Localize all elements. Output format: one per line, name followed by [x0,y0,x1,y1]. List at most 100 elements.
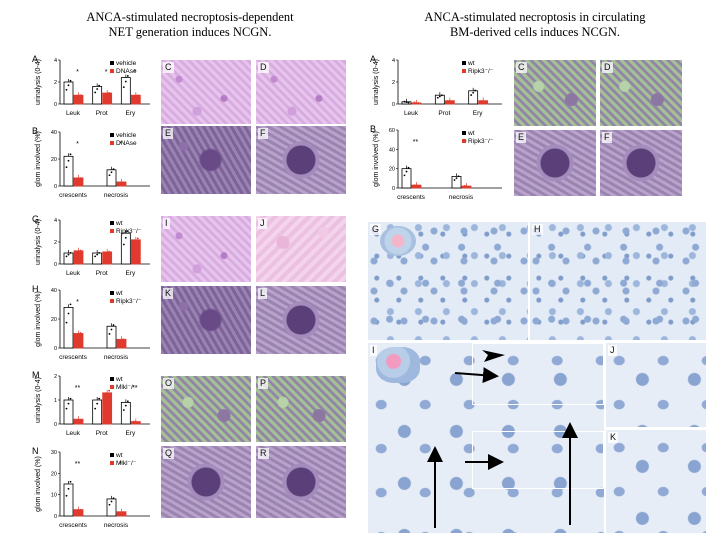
data-point [463,184,466,187]
legend-swatch [110,299,114,303]
micrograph-right-c: C [514,60,596,126]
data-point [75,419,78,422]
data-point [120,181,123,184]
data-point [110,500,113,503]
data-point [75,179,78,182]
data-point [405,170,408,173]
significance-star: * [76,69,79,76]
y-tick-label: 10 [51,493,57,499]
arrows-overlay [427,350,578,528]
y-axis-label: urinalysis (0-4) [35,59,42,105]
panel-letter: N [32,446,39,456]
x-category-label: Ery [125,270,136,277]
legend-label: wt [115,290,123,297]
legend-label: vehicle [116,132,137,139]
micrograph-j: J [256,216,346,282]
x-category-label: necrosis [104,522,129,529]
legend-label: Mlkl⁻/⁻ [116,460,137,467]
legend-label: wt [115,376,123,383]
data-point [69,303,72,306]
x-category-label: Prot [96,110,108,117]
bar-wt [106,169,117,187]
data-point [413,101,416,104]
x-category-label: necrosis [104,354,129,361]
legend-swatch [110,377,114,381]
data-point [67,487,70,490]
data-point [407,166,410,169]
y-axis-label: glom involved (%) [35,456,42,512]
data-point [126,230,129,233]
x-category-label: Prot [96,430,108,437]
panel-letter: M [32,370,40,380]
micrograph-k: K [161,286,251,354]
data-point [108,389,111,392]
y-tick-label: 4 [54,218,57,224]
data-point [96,88,99,90]
micrograph-p: P [256,376,346,442]
legend-label: wt [467,60,475,67]
y-tick-label: 4 [54,58,57,64]
micrograph-f: F [256,126,346,194]
x-category-label: crescents [59,522,88,529]
data-point [106,252,109,255]
x-category-label: necrosis [104,192,129,199]
y-axis-label: urinalysis (0-4) [35,377,42,423]
data-point [65,166,68,169]
legend-label: Mlkl⁻/⁻ [116,384,137,391]
data-point [79,249,82,252]
legend-label: Ripk3⁻/⁻ [116,298,142,305]
data-point [415,102,418,104]
x-category-label: crescents [59,192,88,199]
x-category-label: Leuk [66,270,81,277]
panel-letter: B [370,124,376,134]
overview-inset-i [376,347,420,383]
y-tick-label: 2 [54,240,57,246]
data-point [112,497,115,500]
legend-swatch [110,461,114,465]
ihc-panel-j: J [606,343,706,427]
data-point [108,92,111,94]
data-point [67,159,70,162]
micrograph-o: O [161,376,251,442]
data-point [75,254,78,256]
data-point [98,84,101,87]
data-point [124,236,127,239]
data-point [136,94,139,97]
data-point [77,95,80,98]
data-point [438,95,441,98]
data-point [132,96,135,99]
data-point [118,181,121,184]
x-category-label: crescents [397,194,426,201]
data-point [108,174,111,177]
data-point [413,184,416,187]
y-tick-label: 20 [51,471,57,477]
data-point [77,251,80,254]
inset-box-lower [472,431,604,489]
significance-star: ** [413,139,419,146]
legend-label: wt [115,220,123,227]
ihc-panel-h: H [530,222,706,340]
data-point [120,339,123,342]
legend-swatch [110,229,114,233]
y-axis-label: glom involved (%) [35,291,42,347]
data-point [65,321,68,324]
data-point [124,404,127,407]
data-point [77,419,80,421]
bar-ko [73,509,84,517]
data-point [67,84,70,87]
significance-star: * [76,141,79,148]
x-category-label: Leuk [66,430,81,437]
panel-letter: G [32,214,39,224]
data-point [98,252,101,254]
y-tick-label: 2 [54,80,57,86]
data-point [65,494,68,497]
y-tick-label: 40 [51,130,57,136]
bar-ko [73,250,84,265]
data-point [132,247,135,250]
data-point [69,397,72,400]
data-point [110,171,113,174]
data-point [448,100,451,103]
